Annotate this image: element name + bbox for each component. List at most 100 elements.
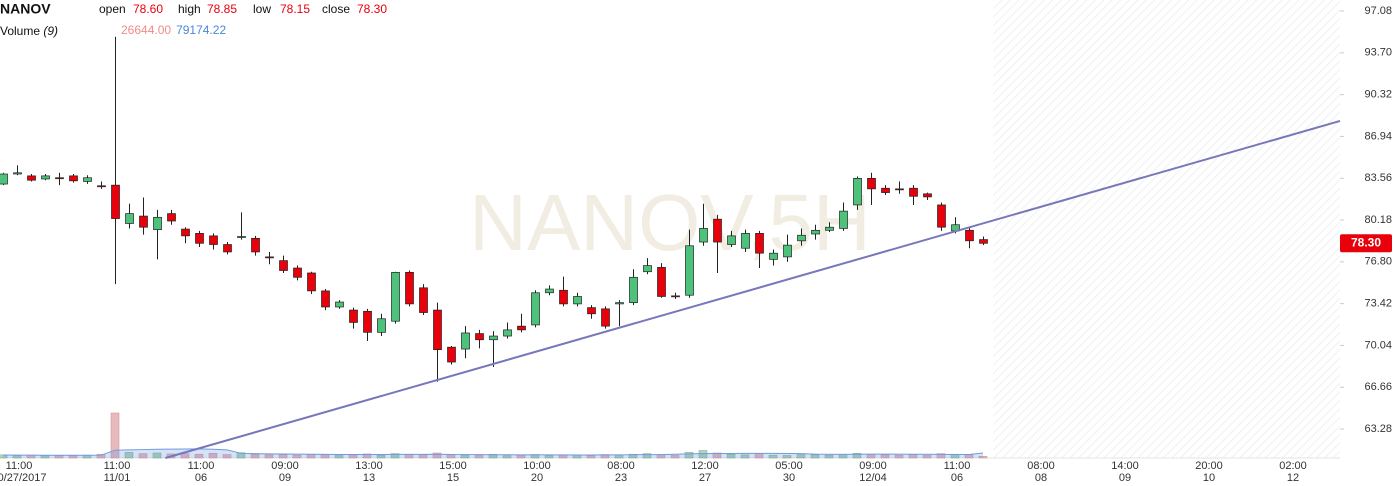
ohlc-value: 78.85	[207, 2, 237, 16]
x-tick-label: 08:00	[607, 460, 635, 472]
volume-bar	[334, 455, 344, 459]
candle-body	[713, 218, 722, 243]
x-tick-label: 10	[1203, 472, 1215, 484]
volume-bar	[124, 452, 134, 459]
x-tick-label: 09:00	[859, 460, 887, 472]
y-tick-label: 73.42	[1364, 298, 1392, 310]
candle-body	[447, 346, 456, 363]
candle-body	[545, 288, 554, 294]
candle-body	[195, 233, 204, 244]
volume-bar	[726, 453, 736, 459]
candle-body	[181, 228, 190, 237]
candle-body	[587, 307, 596, 315]
symbol: NANOV	[0, 1, 51, 17]
candle-body	[97, 185, 106, 188]
x-tick-label: 05:00	[775, 460, 803, 472]
candle-body	[881, 187, 890, 193]
candle-body	[307, 272, 316, 292]
candle-body	[223, 244, 232, 253]
candle-body	[279, 260, 288, 271]
last-price-box	[1340, 234, 1392, 253]
volume-bar	[922, 455, 932, 459]
volume-bar	[852, 453, 862, 459]
volume-bar	[460, 454, 470, 459]
candle-body	[433, 309, 442, 351]
candle-body	[769, 252, 778, 260]
candle-body	[965, 229, 974, 242]
volume-bar	[278, 454, 288, 459]
volume-bar	[670, 455, 680, 459]
candle-body	[629, 276, 638, 304]
volume-bar	[432, 452, 442, 459]
candle-body	[391, 272, 400, 322]
candle-body	[685, 245, 694, 296]
watermark: NANOV,5H	[469, 178, 871, 267]
x-tick-label: 11:00	[188, 460, 215, 472]
x-tick-label: 11:00	[104, 460, 131, 472]
volume-readout: 26644.00	[121, 23, 171, 37]
candle-body	[923, 193, 932, 198]
volume-bar	[586, 455, 596, 459]
candle-body	[559, 289, 568, 305]
x-tick-label: 02:00	[1279, 460, 1307, 472]
candle-body	[265, 256, 274, 259]
x-tick-label: 09	[1119, 472, 1131, 484]
x-tick-label: 09:00	[271, 460, 299, 472]
x-tick-label: 08	[1035, 472, 1047, 484]
candle-body	[937, 204, 946, 228]
candle-body	[475, 333, 484, 341]
x-tick-label: 15:00	[439, 460, 467, 472]
volume-bar	[544, 455, 554, 459]
volume-bar	[376, 454, 386, 459]
candle-body	[895, 188, 904, 191]
candle-body	[111, 184, 120, 219]
volume-readout: 79174.22	[176, 23, 226, 37]
y-tick-label: 83.56	[1364, 172, 1392, 184]
volume-bar	[502, 455, 512, 459]
x-tick-label: 30	[783, 472, 795, 484]
volume-title-text: Volume	[0, 24, 40, 38]
trendline	[165, 120, 1341, 459]
ohlc-value: 78.60	[133, 2, 163, 16]
volume-bar	[810, 454, 820, 459]
candle-body	[867, 178, 876, 190]
volume-bar	[250, 453, 260, 459]
x-tick-label: 11/01	[104, 472, 131, 484]
volume-period: (9)	[43, 24, 58, 38]
volume-bar	[236, 452, 246, 459]
candle-body	[503, 329, 512, 337]
volume-bar	[0, 454, 8, 459]
x-tick-label: 27	[699, 472, 711, 484]
candle-body	[27, 175, 36, 181]
candle-body	[979, 239, 988, 244]
y-tick-label: 66.66	[1364, 381, 1392, 393]
volume-bar	[712, 452, 722, 459]
candle-body	[335, 301, 344, 308]
volume-ma-area	[3, 448, 983, 458]
x-tick-label: 13	[363, 472, 375, 484]
candle-body	[209, 235, 218, 245]
candle-body	[489, 335, 498, 341]
x-tick-label: 23	[615, 472, 627, 484]
candle-body	[125, 213, 134, 224]
volume-bar	[782, 455, 792, 459]
y-tick-label: 97.08	[1364, 5, 1392, 17]
volume-bar	[264, 454, 274, 459]
x-tick-label: 12:00	[691, 460, 719, 472]
candle-body	[237, 236, 246, 238]
candle-body	[741, 233, 750, 249]
candle-body	[671, 295, 680, 298]
candle-body	[657, 267, 666, 297]
candle-body	[251, 237, 260, 253]
candle-body	[755, 233, 764, 254]
candle-body	[825, 226, 834, 231]
candle-body	[405, 272, 414, 305]
candle-body	[797, 234, 806, 242]
x-tick-label: 11:00	[944, 460, 971, 472]
candle-body	[531, 292, 540, 326]
candle-body	[601, 308, 610, 327]
candle-body	[517, 325, 526, 331]
volume-bar	[894, 454, 904, 459]
volume-bar	[292, 454, 302, 459]
